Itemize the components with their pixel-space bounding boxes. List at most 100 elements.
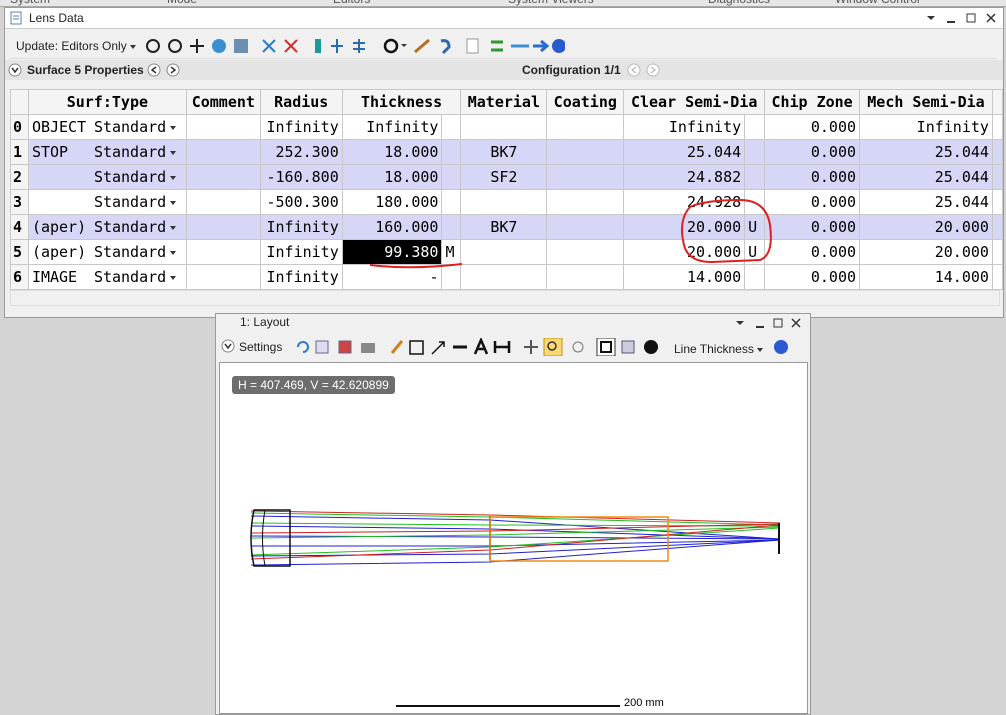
- material-cell[interactable]: [460, 264, 548, 290]
- surf-type-cell[interactable]: Standard: [27, 189, 187, 215]
- coating-cell[interactable]: [546, 189, 625, 215]
- help-icon[interactable]: [773, 339, 789, 355]
- surface-properties[interactable]: Surface 5 Properties: [27, 63, 144, 77]
- surf-type-cell[interactable]: (aper) Standard: [27, 214, 187, 240]
- chip-zone-cell[interactable]: 0.000: [764, 214, 861, 240]
- clear-solve-cell[interactable]: [744, 189, 766, 215]
- menu-tab[interactable]: Window Control: [835, 0, 920, 6]
- thickness-solve-cell[interactable]: [441, 139, 462, 165]
- radius-cell[interactable]: -500.300: [259, 189, 343, 215]
- mech-semi-dia-cell[interactable]: Infinity: [859, 114, 993, 140]
- thickness-cell[interactable]: 18.000: [341, 139, 443, 165]
- layout-toolbar-icons[interactable]: [294, 338, 664, 356]
- chip-zone-cell[interactable]: 0.000: [764, 239, 861, 265]
- expand-button[interactable]: [221, 339, 235, 353]
- surf-type-cell[interactable]: Standard: [27, 164, 187, 190]
- line-thickness-dropdown[interactable]: Line Thickness: [674, 342, 764, 356]
- coating-cell[interactable]: [546, 264, 625, 290]
- mech-semi-dia-cell[interactable]: 25.044: [859, 139, 993, 165]
- radius-cell[interactable]: Infinity: [259, 214, 343, 240]
- thickness-cell[interactable]: 160.000: [341, 214, 443, 240]
- surf-type-cell[interactable]: OBJECT Standard: [27, 114, 187, 140]
- comment-cell[interactable]: [185, 164, 261, 190]
- radius-cell[interactable]: Infinity: [259, 239, 343, 265]
- surface-nav[interactable]: [147, 63, 181, 77]
- thickness-solve-cell[interactable]: [441, 114, 462, 140]
- menu-tab[interactable]: Editors: [333, 0, 370, 6]
- column-header[interactable]: Radius: [259, 89, 343, 115]
- coating-cell[interactable]: [546, 239, 625, 265]
- coating-cell[interactable]: [546, 214, 625, 240]
- column-header[interactable]: Clear Semi-Dia: [623, 89, 766, 115]
- clear-semi-dia-cell[interactable]: 24.928: [623, 189, 746, 215]
- clear-solve-cell[interactable]: [744, 139, 766, 165]
- thickness-cell[interactable]: Infinity: [341, 114, 443, 140]
- menu-tab[interactable]: Diagnostics: [708, 0, 770, 6]
- clear-solve-cell[interactable]: [744, 164, 766, 190]
- window-controls[interactable]: [734, 317, 806, 329]
- comment-cell[interactable]: [185, 189, 261, 215]
- radius-cell[interactable]: Infinity: [259, 264, 343, 290]
- column-header[interactable]: Material: [460, 89, 548, 115]
- mech-semi-dia-cell[interactable]: 25.044: [859, 189, 993, 215]
- material-cell[interactable]: SF2: [460, 164, 548, 190]
- surf-type-cell[interactable]: (aper) Standard: [27, 239, 187, 265]
- expand-button[interactable]: [8, 63, 22, 77]
- radius-cell[interactable]: 252.300: [259, 139, 343, 165]
- window-controls[interactable]: [925, 12, 999, 24]
- clear-solve-cell[interactable]: U: [744, 214, 766, 240]
- chip-zone-cell[interactable]: 0.000: [764, 164, 861, 190]
- material-cell[interactable]: [460, 239, 548, 265]
- coating-cell[interactable]: [546, 139, 625, 165]
- chip-zone-cell[interactable]: 0.000: [764, 189, 861, 215]
- chip-zone-cell[interactable]: 0.000: [764, 139, 861, 165]
- thickness-cell[interactable]: -: [341, 264, 443, 290]
- radius-cell[interactable]: Infinity: [259, 114, 343, 140]
- material-cell[interactable]: BK7: [460, 214, 548, 240]
- comment-cell[interactable]: [185, 114, 261, 140]
- toolbar-icons[interactable]: [145, 37, 565, 55]
- mech-semi-dia-cell[interactable]: 14.000: [859, 264, 993, 290]
- thickness-cell[interactable]: 180.000: [341, 189, 443, 215]
- column-header[interactable]: Coating: [546, 89, 625, 115]
- update-dropdown[interactable]: Update: Editors Only: [16, 39, 137, 53]
- chip-zone-cell[interactable]: 0.000: [764, 264, 861, 290]
- comment-cell[interactable]: [185, 264, 261, 290]
- comment-cell[interactable]: [185, 139, 261, 165]
- clear-semi-dia-cell[interactable]: 20.000: [623, 214, 746, 240]
- comment-cell[interactable]: [185, 214, 261, 240]
- menu-tab[interactable]: Mode: [167, 0, 197, 6]
- h-scrollbar[interactable]: [10, 290, 1000, 306]
- settings-button[interactable]: Settings: [239, 340, 283, 354]
- mech-semi-dia-cell[interactable]: 20.000: [859, 239, 993, 265]
- clear-semi-dia-cell[interactable]: 14.000: [623, 264, 746, 290]
- mech-semi-dia-cell[interactable]: 20.000: [859, 214, 993, 240]
- clear-semi-dia-cell[interactable]: 25.044: [623, 139, 746, 165]
- thickness-solve-cell[interactable]: [441, 164, 462, 190]
- column-header[interactable]: Surf:Type: [27, 89, 187, 115]
- material-cell[interactable]: BK7: [460, 139, 548, 165]
- material-cell[interactable]: [460, 114, 548, 140]
- material-cell[interactable]: [460, 189, 548, 215]
- column-header[interactable]: Chip Zone: [764, 89, 861, 115]
- clear-solve-cell[interactable]: [744, 264, 766, 290]
- comment-cell[interactable]: [185, 239, 261, 265]
- surf-type-cell[interactable]: IMAGE Standard: [27, 264, 187, 290]
- column-header[interactable]: Comment: [185, 89, 261, 115]
- thickness-solve-cell[interactable]: [441, 264, 462, 290]
- thickness-solve-cell[interactable]: M: [441, 239, 462, 265]
- thickness-solve-cell[interactable]: [441, 189, 462, 215]
- column-header[interactable]: Mech Semi-Dia: [859, 89, 993, 115]
- surf-type-cell[interactable]: STOP Standard: [27, 139, 187, 165]
- column-header[interactable]: Thickness: [341, 89, 462, 115]
- clear-semi-dia-cell[interactable]: 24.882: [623, 164, 746, 190]
- radius-cell[interactable]: -160.800: [259, 164, 343, 190]
- thickness-cell[interactable]: 99.380: [341, 239, 443, 265]
- config-nav[interactable]: [627, 63, 661, 77]
- chip-zone-cell[interactable]: 0.000: [764, 114, 861, 140]
- clear-solve-cell[interactable]: U: [744, 239, 766, 265]
- clear-solve-cell[interactable]: [744, 114, 766, 140]
- mech-semi-dia-cell[interactable]: 25.044: [859, 164, 993, 190]
- thickness-cell[interactable]: 18.000: [341, 164, 443, 190]
- menu-tab[interactable]: System Viewers: [508, 0, 594, 6]
